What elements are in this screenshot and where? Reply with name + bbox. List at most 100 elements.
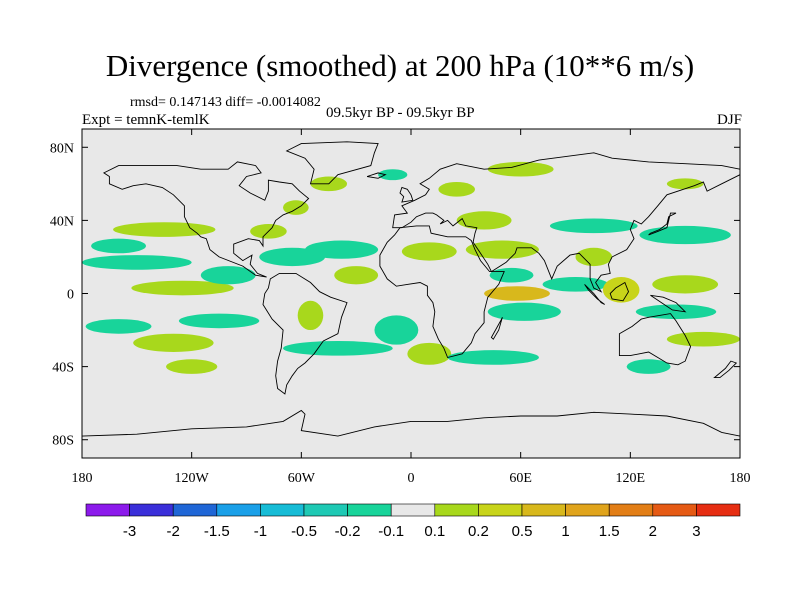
anomaly-region	[374, 315, 419, 345]
coastlines	[82, 141, 740, 437]
y-tick-label: 40N	[50, 214, 74, 229]
x-tick-label: 120W	[175, 471, 210, 486]
colorbar-label: -0.1	[378, 523, 404, 540]
colorbar-label: 1.5	[599, 523, 620, 540]
colorbar-label: 3	[692, 523, 700, 540]
colorbar-label: -1.5	[204, 523, 230, 540]
colorbar: -3 -2 -1.5 -1 -0.5 -0.2 -0.1 0.1 0.2 0.5 1 1.5 2 3	[85, 503, 741, 540]
anomaly-region	[626, 359, 671, 374]
coast-eurasia	[392, 152, 740, 293]
coast-australia	[618, 313, 692, 366]
anomaly-region	[85, 319, 152, 334]
colorbar-label: 0.5	[512, 523, 533, 540]
anomaly-region	[489, 267, 534, 283]
period-label: 09.5kyr BP - 09.5kyr BP	[326, 105, 475, 121]
y-tick-label: 0	[67, 288, 74, 303]
colorbar-label: 0.1	[424, 523, 445, 540]
colorbar-swatch	[565, 503, 610, 517]
colorbar-label: 0.2	[468, 523, 489, 540]
colorbar-swatch	[260, 503, 305, 517]
x-tick-label: 180	[730, 471, 751, 486]
colorbar-label: 2	[649, 523, 657, 540]
colorbar-label: -1	[254, 523, 267, 540]
anomaly-region	[334, 266, 379, 285]
colorbar-swatch	[172, 503, 218, 517]
x-tick-label: 120E	[616, 471, 646, 486]
anomaly-region	[635, 304, 717, 320]
anomaly-region	[542, 277, 609, 292]
coast-north-america	[102, 161, 310, 278]
anomaly-region	[575, 247, 613, 267]
colorbar-swatch	[347, 503, 392, 517]
anomaly-region	[465, 240, 539, 259]
anomaly-region	[666, 178, 704, 190]
anomaly-region	[484, 286, 550, 301]
anomaly-region	[666, 331, 740, 347]
colorbar-swatch	[608, 503, 654, 517]
anomaly-region	[401, 242, 457, 261]
colorbar-swatch	[303, 503, 348, 517]
anomaly-region	[378, 169, 408, 181]
colorbar-swatch	[216, 503, 261, 517]
coast-sumatra	[584, 284, 605, 305]
anomaly-region	[133, 333, 214, 352]
colorbar-label: -3	[123, 523, 136, 540]
colorbar-swatch	[478, 503, 523, 517]
anomaly-region	[200, 266, 256, 285]
anomaly-region	[447, 350, 539, 365]
anomaly-region	[283, 200, 309, 215]
colorbar-label: -2	[167, 523, 180, 540]
anomaly-region	[304, 240, 379, 259]
anomaly-region	[178, 313, 260, 329]
anomaly-field	[82, 161, 740, 374]
x-axis: 180 120W 60W 0 60E 120E 180	[72, 129, 751, 486]
anomaly-region	[113, 222, 216, 237]
anomaly-region	[283, 341, 393, 356]
x-tick-label: 60E	[509, 471, 532, 486]
anomaly-region	[91, 238, 146, 254]
colorbar-swatch	[652, 503, 697, 517]
anomaly-region	[407, 342, 452, 365]
colorbar-swatch	[696, 503, 741, 517]
x-tick-label: 180	[72, 471, 93, 486]
stats-annotation: rmsd= 0.147143 diff= -0.0014082	[130, 95, 321, 110]
coast-south-america	[262, 272, 348, 395]
anomaly-region	[438, 182, 475, 197]
colorbar-swatch	[434, 503, 479, 517]
anomaly-region	[487, 161, 554, 177]
y-axis: 80N 40N 0 40S 80S	[50, 141, 740, 449]
y-tick-label: 80S	[52, 434, 74, 449]
anomaly-region	[456, 211, 512, 230]
chart-title: Divergence (smoothed) at 200 hPa (10**6 …	[105, 48, 695, 83]
season-label: DJF	[716, 112, 742, 128]
anomaly-region	[82, 255, 192, 270]
anomaly-region	[297, 300, 324, 331]
colorbar-swatch	[390, 503, 436, 517]
y-tick-label: 40S	[52, 361, 74, 376]
x-tick-label: 60W	[288, 471, 316, 486]
anomaly-region	[131, 280, 234, 296]
colorbar-label: 1	[561, 523, 569, 540]
experiment-label: Expt = temnK-temlK	[82, 112, 210, 128]
colorbar-label: -0.5	[291, 523, 317, 540]
x-tick-label: 0	[408, 471, 415, 486]
coast-uk	[399, 186, 414, 203]
y-tick-label: 80N	[50, 141, 74, 156]
coast-new-zealand	[713, 360, 738, 379]
coast-japan	[648, 212, 677, 236]
colorbar-swatch	[521, 503, 566, 517]
anomaly-region	[166, 359, 218, 374]
coast-madagascar	[490, 317, 503, 340]
anomaly-region	[602, 277, 640, 303]
coast-antarctica	[82, 409, 740, 437]
coast-iceland	[366, 172, 387, 179]
coast-borneo	[609, 281, 629, 302]
colorbar-label: -0.2	[335, 523, 361, 540]
anomaly-region	[652, 275, 719, 294]
anomaly-region	[487, 302, 561, 321]
coast-new-guinea	[650, 294, 687, 313]
anomaly-region	[639, 225, 731, 245]
colorbar-swatch	[85, 503, 130, 517]
coast-greenland	[285, 141, 379, 185]
